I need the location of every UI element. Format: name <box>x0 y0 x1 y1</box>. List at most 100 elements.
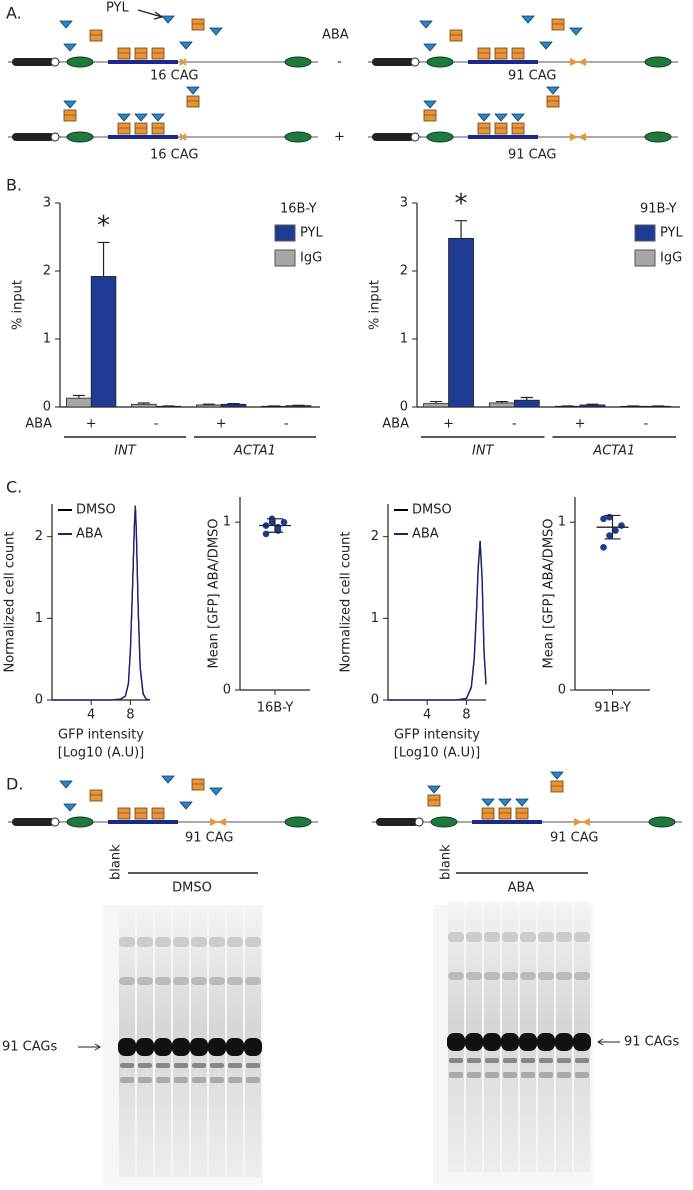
y-tick-label: 1 <box>371 611 379 626</box>
point <box>262 530 270 538</box>
x-tick-label: + <box>443 417 454 432</box>
x-axis-label: [Log10 (A.U)] <box>394 746 481 761</box>
line <box>388 541 487 701</box>
point <box>606 513 613 521</box>
error-bar <box>455 220 468 239</box>
y-tick-label: 0 <box>35 693 43 708</box>
arrow <box>597 1038 620 1046</box>
y-tick-label: 1 <box>558 515 566 530</box>
legend-label: IgG <box>660 251 682 266</box>
y-tick-label: 0 <box>558 683 566 698</box>
line <box>388 540 487 701</box>
point <box>280 518 288 526</box>
legend-swatch <box>274 249 296 267</box>
legend-label: ABA <box>76 527 103 542</box>
construct-label: 16 CAG <box>150 148 199 163</box>
error-bar <box>97 241 110 277</box>
legend-label: DMSO <box>76 503 116 518</box>
bar <box>488 402 515 408</box>
y-tick-label: 2 <box>35 529 43 544</box>
pyl-label: PYL <box>106 1 129 16</box>
legend-swatch <box>634 224 656 242</box>
error-bar <box>495 400 508 403</box>
y-tick-label: 3 <box>43 196 51 211</box>
annotation: * <box>455 189 468 219</box>
sign: + <box>334 130 345 145</box>
point <box>606 532 613 539</box>
y-axis-label: Mean [GFP] ABA/DMSO <box>207 518 222 668</box>
panel-label: C. <box>6 478 22 497</box>
aba-label: ABA <box>322 28 349 43</box>
legend-label: IgG <box>300 251 322 266</box>
x-tick-label: - <box>643 417 648 432</box>
legend-label: PYL <box>300 226 323 241</box>
x-tick-label: 8 <box>126 708 134 723</box>
y-axis-label: Normalized cell count <box>339 531 354 672</box>
y-tick-label: 0 <box>371 693 379 708</box>
arrow <box>78 1043 101 1051</box>
y-axis-label: % input <box>368 280 383 330</box>
y-tick-label: 1 <box>223 515 231 530</box>
chart-title: 16B-Y <box>280 202 317 217</box>
y-tick-label: 1 <box>35 611 43 626</box>
x-tick-label: - <box>154 417 159 432</box>
construct-label: 91 CAG <box>185 831 234 846</box>
bar <box>131 403 157 408</box>
point <box>600 544 607 551</box>
x-tick-label: 4 <box>423 708 431 723</box>
y-tick-label: 0 <box>43 400 51 415</box>
bar <box>66 397 92 408</box>
error-bar <box>267 518 283 533</box>
panel-label: A. <box>6 4 22 23</box>
arrow <box>137 9 164 20</box>
x-tick-label: 16B-Y <box>257 701 294 716</box>
legend-swatch <box>634 249 656 267</box>
error-bar <box>72 394 85 399</box>
y-axis-label: Normalized cell count <box>3 531 18 672</box>
bar <box>196 404 222 408</box>
x-axis-label: [Log10 (A.U)] <box>58 746 145 761</box>
chart-title: 91B-Y <box>640 202 677 217</box>
y-axis-label: Mean [GFP] ABA/DMSO <box>542 518 557 668</box>
construct-label: 91 CAG <box>550 831 599 846</box>
error-bar <box>137 402 150 405</box>
x-axis-label: GFP intensity <box>58 728 144 743</box>
error-bar <box>202 403 215 405</box>
bar <box>448 237 474 408</box>
construct <box>368 16 678 67</box>
x-tick-label: - <box>284 417 289 432</box>
error-bar <box>520 396 533 401</box>
construct <box>372 772 682 827</box>
bar <box>423 403 449 408</box>
treatment-label: DMSO <box>172 881 212 896</box>
y-tick-label: 1 <box>43 332 51 347</box>
group-label: ACTA1 <box>233 444 276 459</box>
x-tick-label: + <box>216 417 227 432</box>
annotation: * <box>97 211 110 241</box>
group-label: INT <box>114 444 137 459</box>
x-tick-label: + <box>575 417 586 432</box>
error-bar <box>586 403 599 405</box>
legend-swatch <box>274 224 296 242</box>
x-axis-label: GFP intensity <box>394 728 480 743</box>
construct <box>8 87 318 142</box>
bar <box>220 403 247 408</box>
row-label: ABA <box>25 417 52 432</box>
panel-label: D. <box>6 775 23 794</box>
group-label: ACTA1 <box>592 444 635 459</box>
bar <box>90 276 117 408</box>
treatment-label: ABA <box>508 881 535 896</box>
gel <box>433 902 593 1185</box>
sign: - <box>337 55 342 70</box>
x-tick-label: - <box>512 417 517 432</box>
band-label: 91 CAGs <box>2 1040 57 1055</box>
y-tick-label: 2 <box>43 264 51 279</box>
group-label: INT <box>472 444 495 459</box>
line <box>52 505 151 701</box>
x-tick-label: 4 <box>87 708 95 723</box>
legend-label: PYL <box>660 226 683 241</box>
x-tick-label: 8 <box>462 708 470 723</box>
y-tick-label: 2 <box>400 264 408 279</box>
row-label: ABA <box>382 417 409 432</box>
